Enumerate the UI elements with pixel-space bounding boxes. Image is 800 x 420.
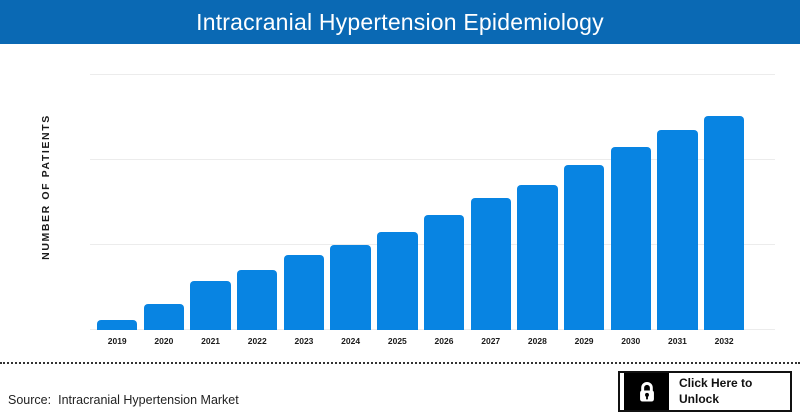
bars: 2019 2020 2021 2022 2023 2024 2025 2026 2027 2028… bbox=[90, 75, 780, 346]
bar-2032 bbox=[703, 115, 745, 330]
page-title: Intracranial Hypertension Epidemiology bbox=[196, 8, 604, 35]
source-label: Source: bbox=[8, 393, 52, 407]
bar-2023 bbox=[283, 255, 325, 330]
bar-column-2027: 2027 bbox=[470, 75, 511, 346]
bar-2019 bbox=[97, 319, 138, 330]
x-tick-label: 2023 bbox=[294, 336, 314, 346]
bar-column-2025: 2025 bbox=[377, 75, 418, 346]
bar-column-2023: 2023 bbox=[283, 75, 325, 346]
unlock-button-label: Click Here to Unlock bbox=[679, 375, 753, 406]
x-tick-label: 2021 bbox=[201, 336, 221, 346]
bar-2031 bbox=[657, 130, 698, 330]
bar-column-2028: 2028 bbox=[517, 75, 558, 346]
bar-2027 bbox=[470, 198, 511, 330]
source-line: Source: Intracranial Hypertension Market bbox=[8, 393, 239, 407]
epidemiology-bar-chart: NUMBER OF PATIENTS 2019 2020 2021 2022 2023 2… bbox=[0, 44, 800, 362]
title-banner: Intracranial Hypertension Epidemiology bbox=[0, 0, 800, 44]
y-axis-label: NUMBER OF PATIENTS bbox=[40, 114, 52, 260]
bar-column-2019: 2019 bbox=[97, 75, 138, 346]
bar-2022 bbox=[237, 269, 278, 330]
bar-column-2026: 2026 bbox=[423, 75, 465, 346]
x-tick-label: 2024 bbox=[341, 336, 361, 346]
bar-column-2030: 2030 bbox=[610, 75, 651, 346]
bar-2024 bbox=[330, 245, 371, 330]
bar-column-2020: 2020 bbox=[143, 75, 185, 346]
plot-area: 2019 2020 2021 2022 2023 2024 2025 2026 2027 2028… bbox=[90, 74, 780, 346]
bar-column-2021: 2021 bbox=[190, 75, 231, 346]
dotted-divider bbox=[0, 362, 800, 364]
bar-column-2031: 2031 bbox=[657, 75, 698, 346]
x-tick-label: 2030 bbox=[621, 336, 641, 346]
bar-2029 bbox=[563, 165, 605, 330]
x-tick-label: 2026 bbox=[434, 336, 454, 346]
bar-column-2022: 2022 bbox=[237, 75, 278, 346]
lock-icon bbox=[624, 373, 669, 410]
bar-2021 bbox=[190, 280, 231, 330]
x-tick-label: 2029 bbox=[574, 336, 594, 346]
x-tick-label: 2032 bbox=[714, 336, 734, 346]
source-text: Intracranial Hypertension Market bbox=[58, 393, 239, 407]
x-tick-label: 2025 bbox=[387, 336, 407, 346]
bar-column-2032: 2032 bbox=[703, 75, 745, 346]
x-tick-label: 2019 bbox=[107, 336, 127, 346]
x-tick-label: 2022 bbox=[247, 336, 267, 346]
bar-2025 bbox=[377, 232, 418, 330]
x-tick-label: 2028 bbox=[527, 336, 547, 346]
unlock-button[interactable]: Click Here to Unlock bbox=[618, 371, 792, 412]
footer: Source: Intracranial Hypertension Market … bbox=[0, 362, 800, 420]
gridline bbox=[90, 159, 775, 160]
bar-2026 bbox=[423, 215, 465, 330]
bar-2030 bbox=[610, 147, 651, 330]
bar-column-2029: 2029 bbox=[563, 75, 605, 346]
bar-2028 bbox=[517, 184, 558, 330]
gridline bbox=[90, 74, 775, 75]
x-tick-label: 2027 bbox=[481, 336, 501, 346]
x-tick-label: 2031 bbox=[667, 336, 687, 346]
x-tick-label: 2020 bbox=[154, 336, 174, 346]
bar-2020 bbox=[143, 303, 185, 330]
bar-column-2024: 2024 bbox=[330, 75, 371, 346]
